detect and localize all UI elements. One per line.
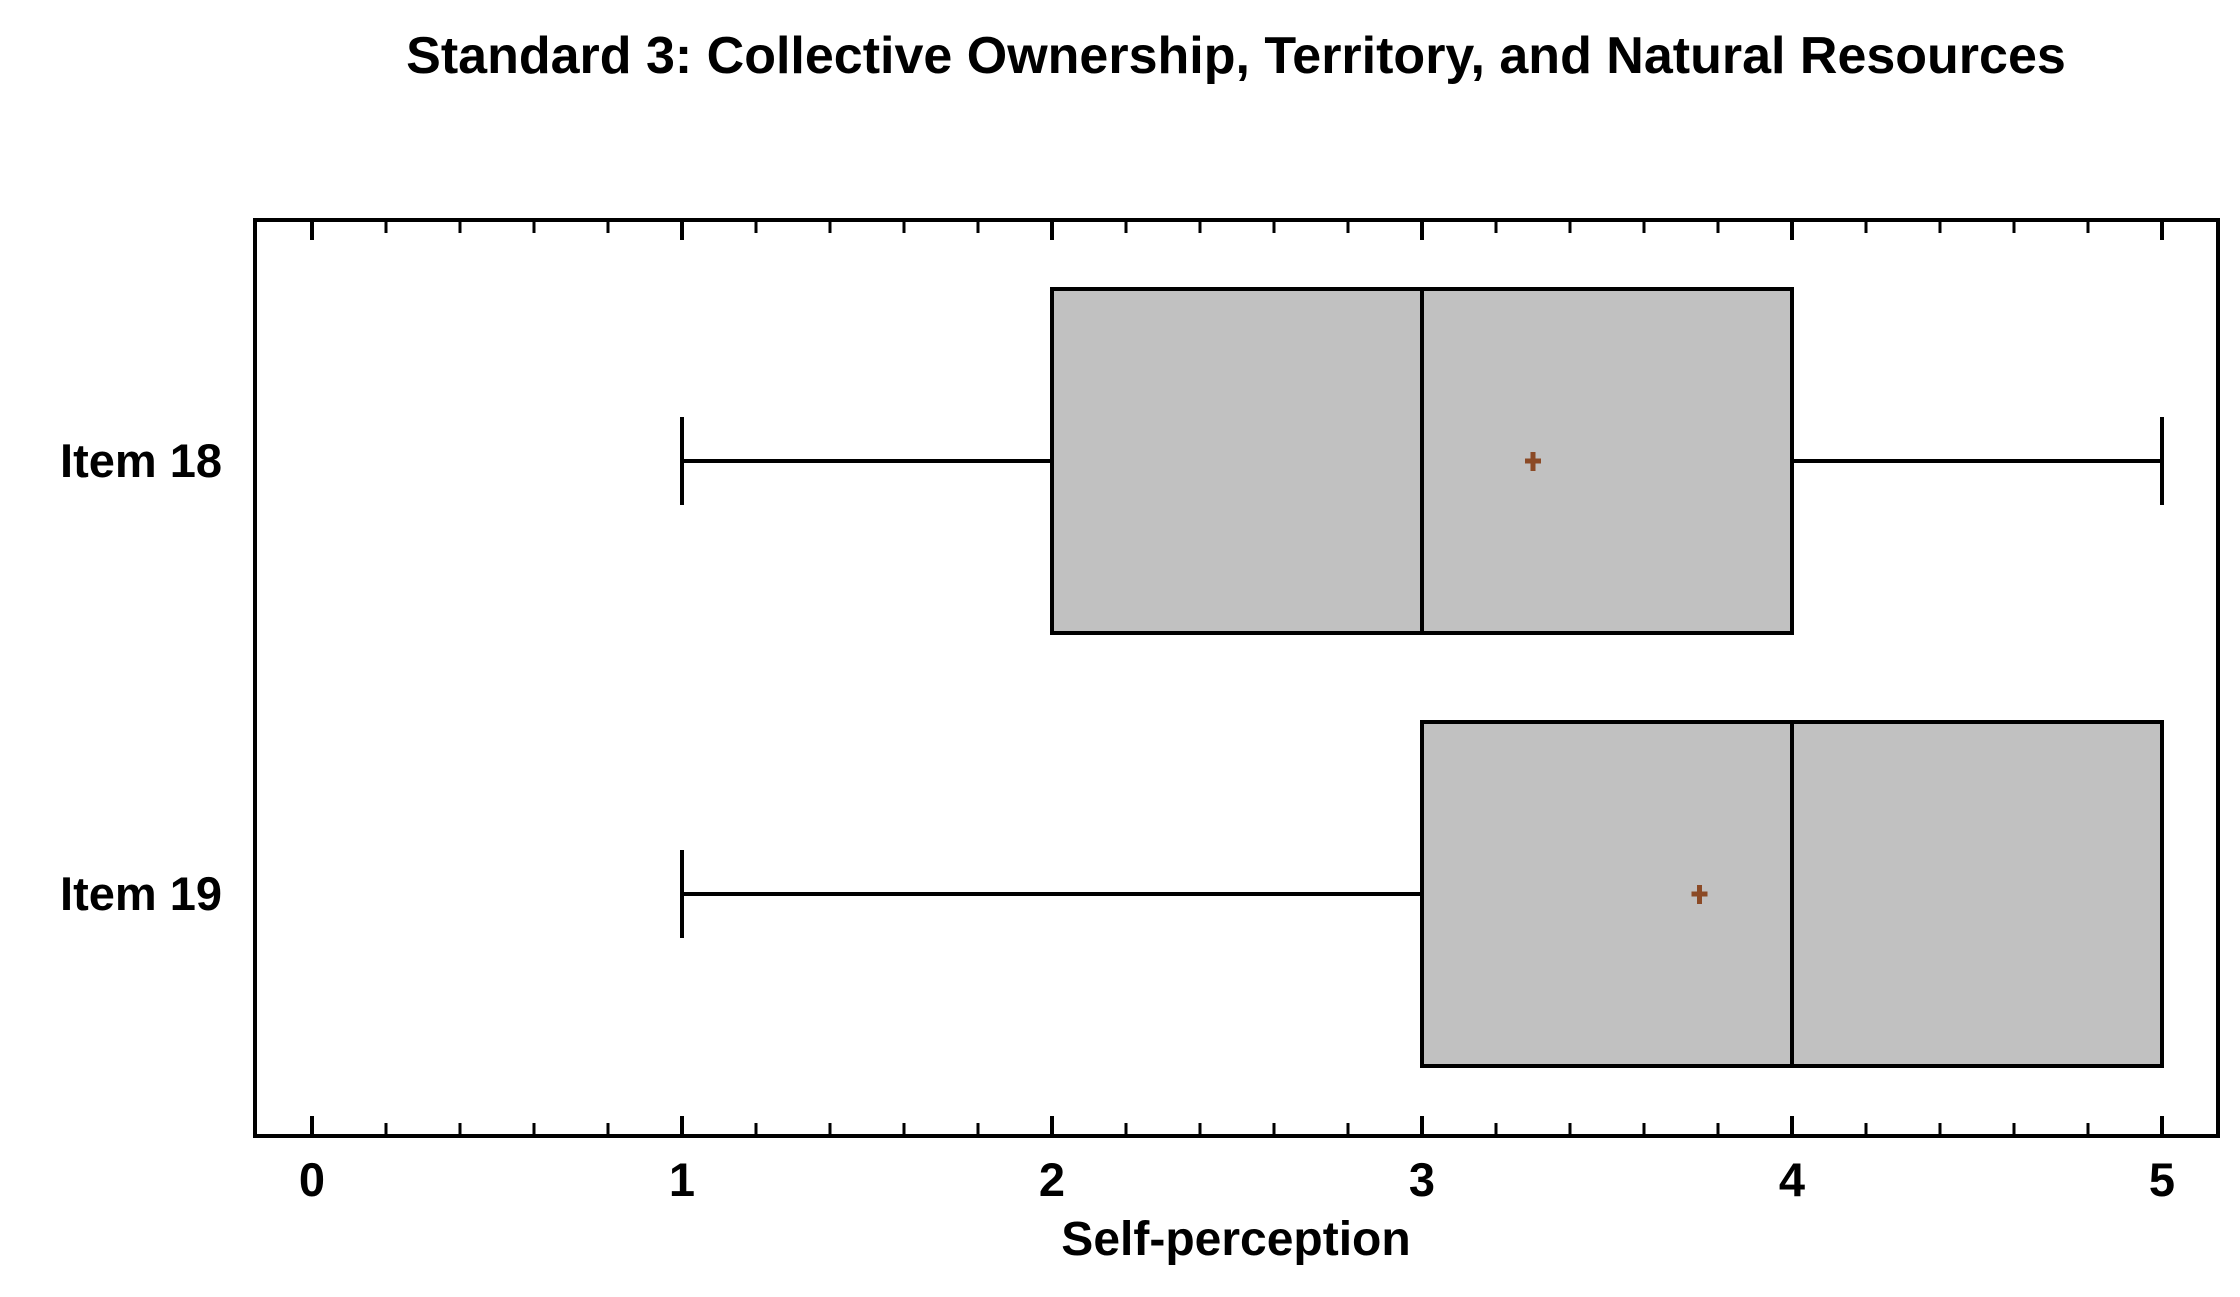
x-axis-title: Self-perception xyxy=(1061,1213,1411,1266)
chart-title: Standard 3: Collective Ownership, Territ… xyxy=(406,27,2066,85)
y-category-label: Item 19 xyxy=(60,867,222,920)
x-tick-label: 5 xyxy=(2148,1153,2176,1206)
x-tick-label: 4 xyxy=(1778,1153,1806,1206)
x-tick-label: 3 xyxy=(1408,1153,1436,1206)
y-category-label: Item 18 xyxy=(60,434,222,487)
x-tick-label: 0 xyxy=(298,1153,326,1206)
x-tick-label: 2 xyxy=(1038,1153,1066,1206)
plot-frame xyxy=(253,218,2220,1138)
x-tick-label: 1 xyxy=(668,1153,696,1206)
